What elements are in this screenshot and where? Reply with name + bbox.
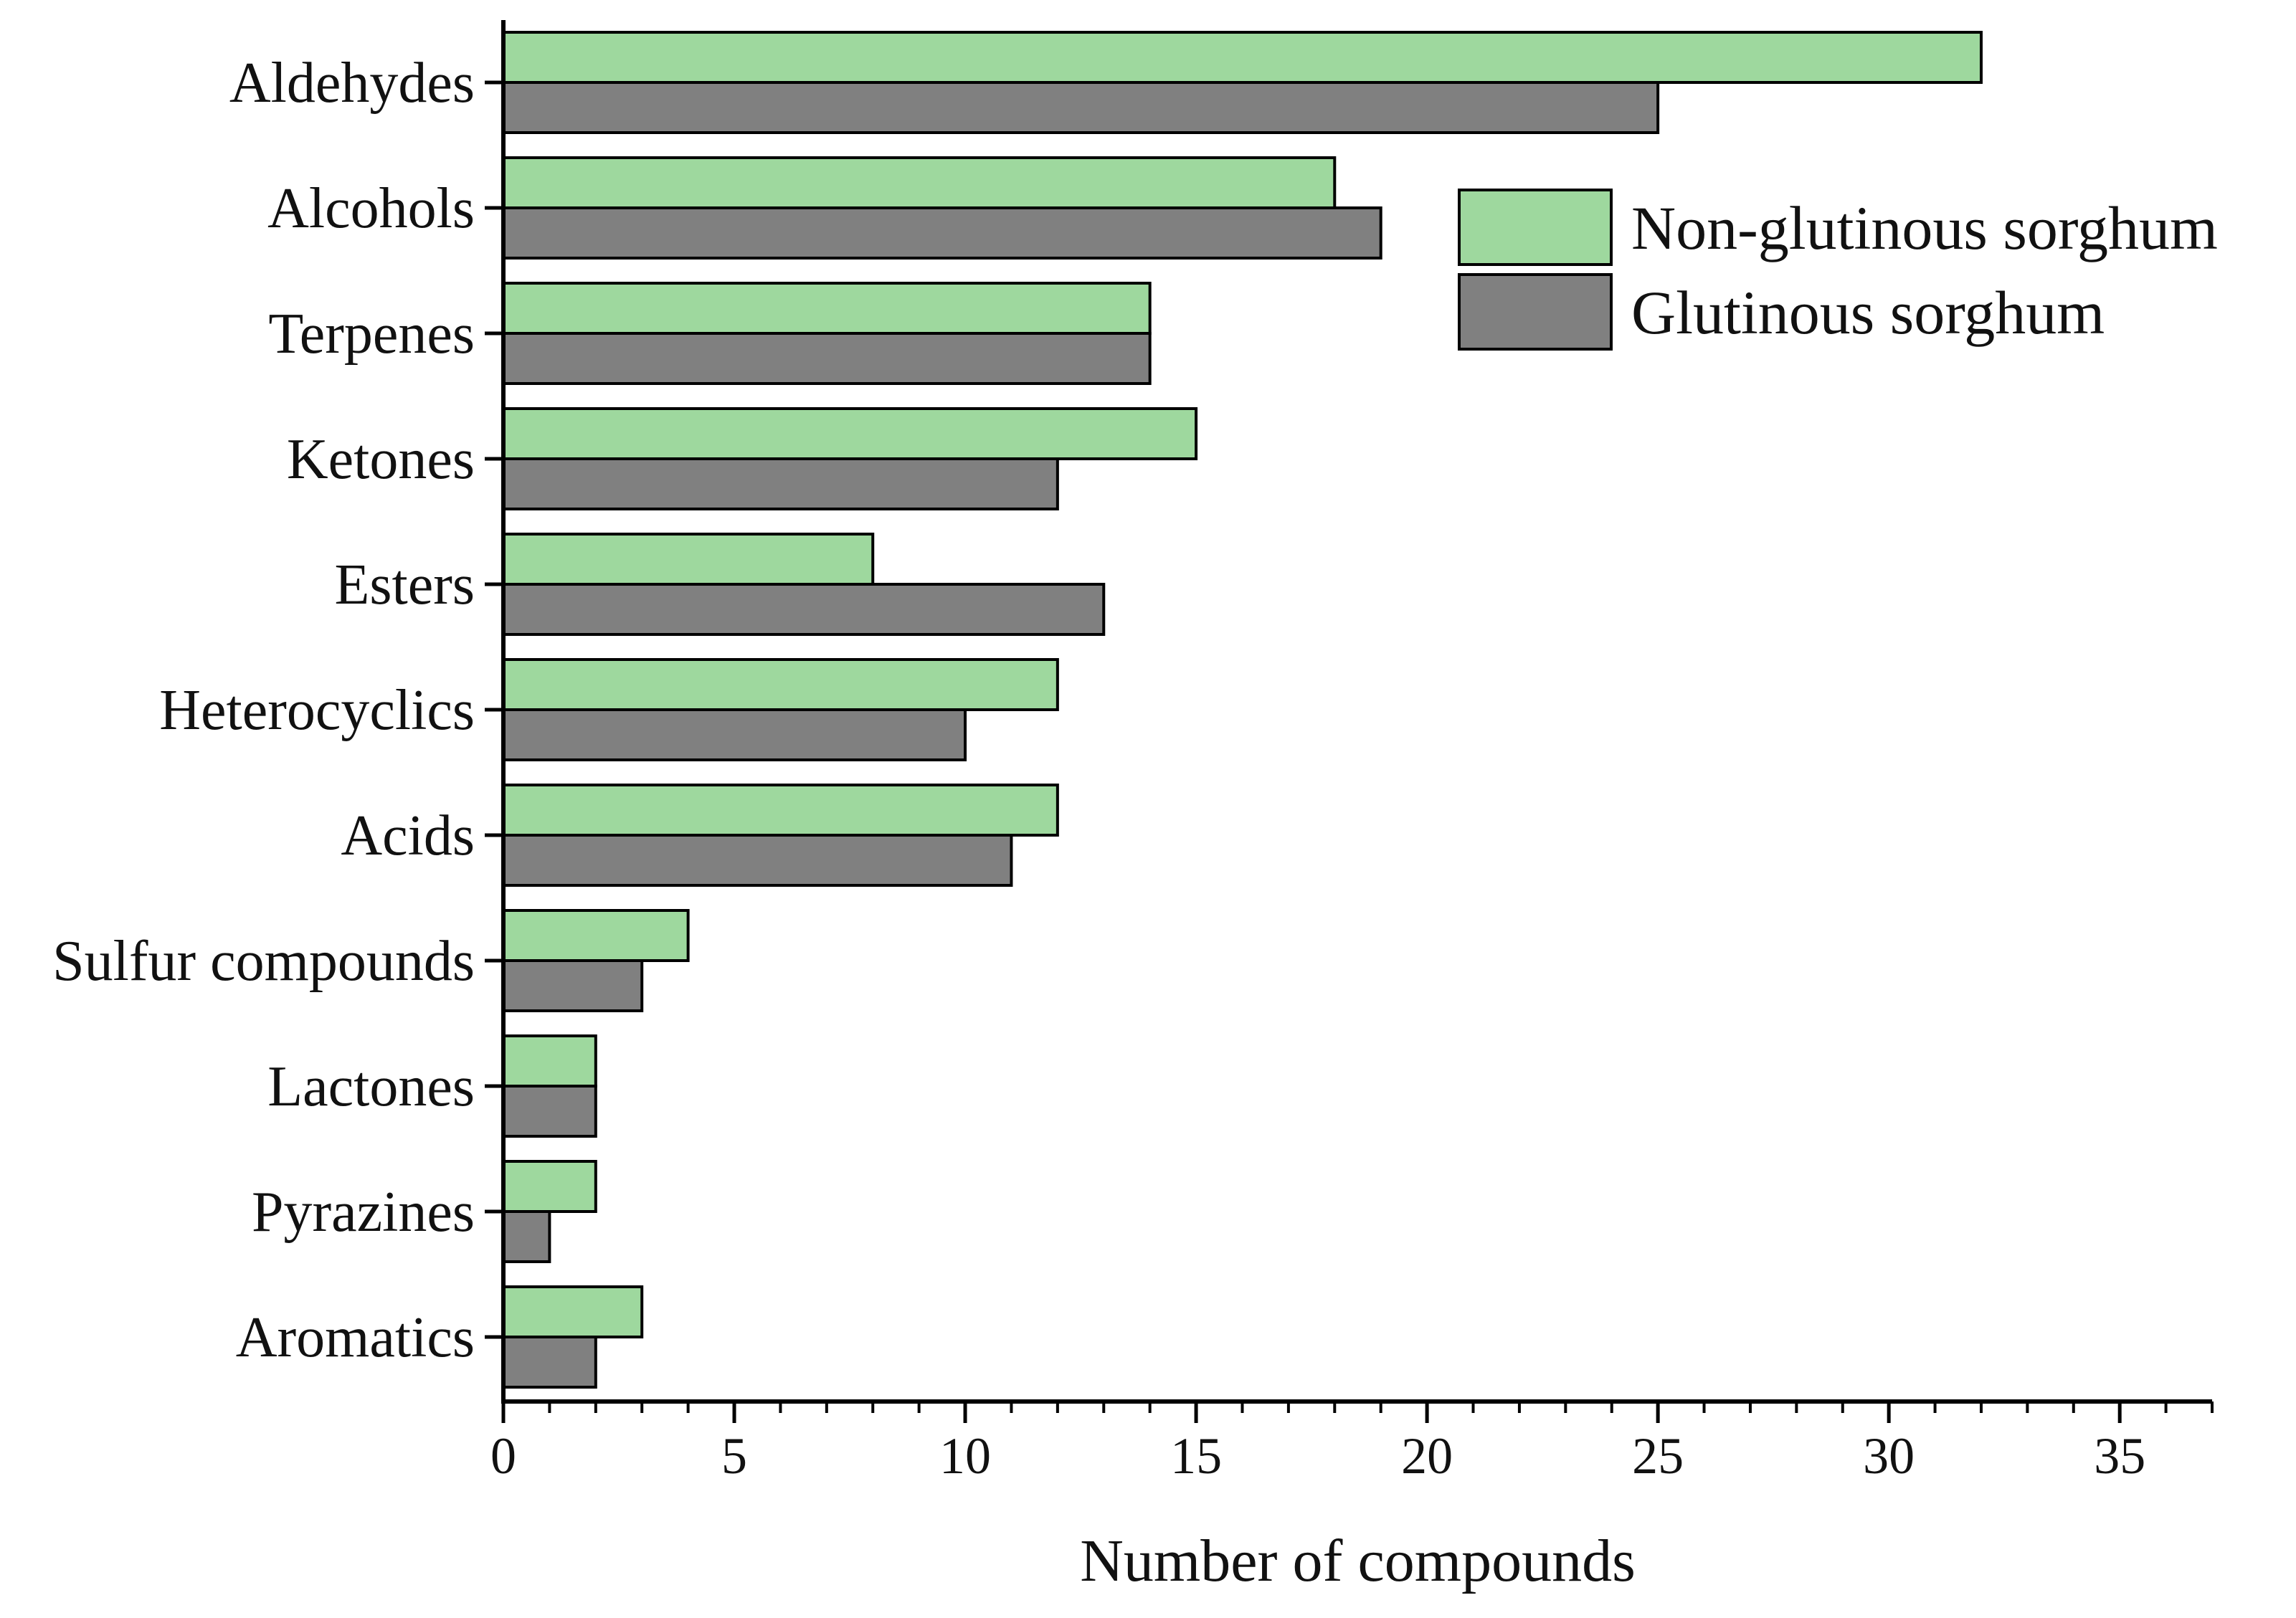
category-label: Pyrazines: [252, 1181, 475, 1244]
bar-glutinous-terpenes: [502, 332, 1152, 385]
bar-non-glutinous-lactones: [502, 1034, 597, 1088]
bar-non-glutinous-acids: [502, 784, 1059, 837]
legend-swatch-non-glutinous: [1458, 189, 1613, 266]
bar-glutinous-esters: [502, 583, 1106, 636]
bar-glutinous-aldehydes: [502, 81, 1660, 134]
x-tick-label: 25: [1632, 1427, 1684, 1485]
x-tick-label: 20: [1401, 1427, 1453, 1485]
x-tick-label: 10: [939, 1427, 991, 1485]
bars-group: [502, 31, 1983, 1389]
legend-label-glutinous: Glutinous sorghum: [1631, 278, 2105, 347]
category-label: Alcohols: [267, 177, 475, 240]
legend-swatch-glutinous: [1458, 273, 1613, 351]
category-label: Lactones: [267, 1055, 475, 1118]
bar-non-glutinous-aromatics: [502, 1285, 644, 1338]
legend-label-non-glutinous: Non-glutinous sorghum: [1631, 194, 2218, 262]
bar-non-glutinous-sulfur-compounds: [502, 909, 690, 962]
x-ticks: 0 5 10 15 20 25 30 35: [490, 1402, 2214, 1485]
x-tick-label: 30: [1863, 1427, 1915, 1485]
category-label: Ketones: [287, 428, 475, 491]
category-label: Terpenes: [268, 303, 475, 366]
category-label: Sulfur compounds: [52, 930, 475, 993]
x-tick-label: 15: [1170, 1427, 1222, 1485]
x-tick-label: 5: [721, 1427, 747, 1485]
bar-glutinous-sulfur-compounds: [502, 959, 644, 1012]
legend: Non-glutinous sorghum Glutinous sorghum: [1458, 189, 2218, 351]
bar-glutinous-ketones: [502, 457, 1059, 510]
axes-group: [501, 20, 2212, 1404]
bar-glutinous-aromatics: [502, 1336, 597, 1389]
bar-non-glutinous-esters: [502, 533, 875, 586]
bar-glutinous-heterocyclics: [502, 708, 967, 761]
category-label: Esters: [334, 553, 475, 617]
bar-non-glutinous-alcohols: [502, 156, 1337, 209]
bar-non-glutinous-heterocyclics: [502, 658, 1059, 711]
x-tick-label: 35: [2094, 1427, 2145, 1485]
category-ticks: Aldehydes Alcohols Terpenes Ketones Esters He…: [52, 52, 503, 1369]
bar-non-glutinous-aldehydes: [502, 31, 1983, 84]
bar-glutinous-lactones: [502, 1085, 597, 1138]
bar-glutinous-acids: [502, 834, 1013, 887]
bar-glutinous-pyrazines: [502, 1210, 551, 1263]
x-tick-label: 0: [490, 1427, 516, 1485]
bar-non-glutinous-terpenes: [502, 282, 1152, 335]
x-axis-title: Number of compounds: [1080, 1528, 1636, 1594]
bar-non-glutinous-pyrazines: [502, 1160, 597, 1213]
bar-glutinous-alcohols: [502, 206, 1382, 260]
category-label: Heterocyclics: [159, 679, 475, 742]
category-label: Acids: [341, 804, 475, 867]
bar-non-glutinous-ketones: [502, 407, 1198, 460]
category-label: Aldehydes: [229, 52, 475, 115]
category-label: Aromatics: [236, 1306, 475, 1369]
